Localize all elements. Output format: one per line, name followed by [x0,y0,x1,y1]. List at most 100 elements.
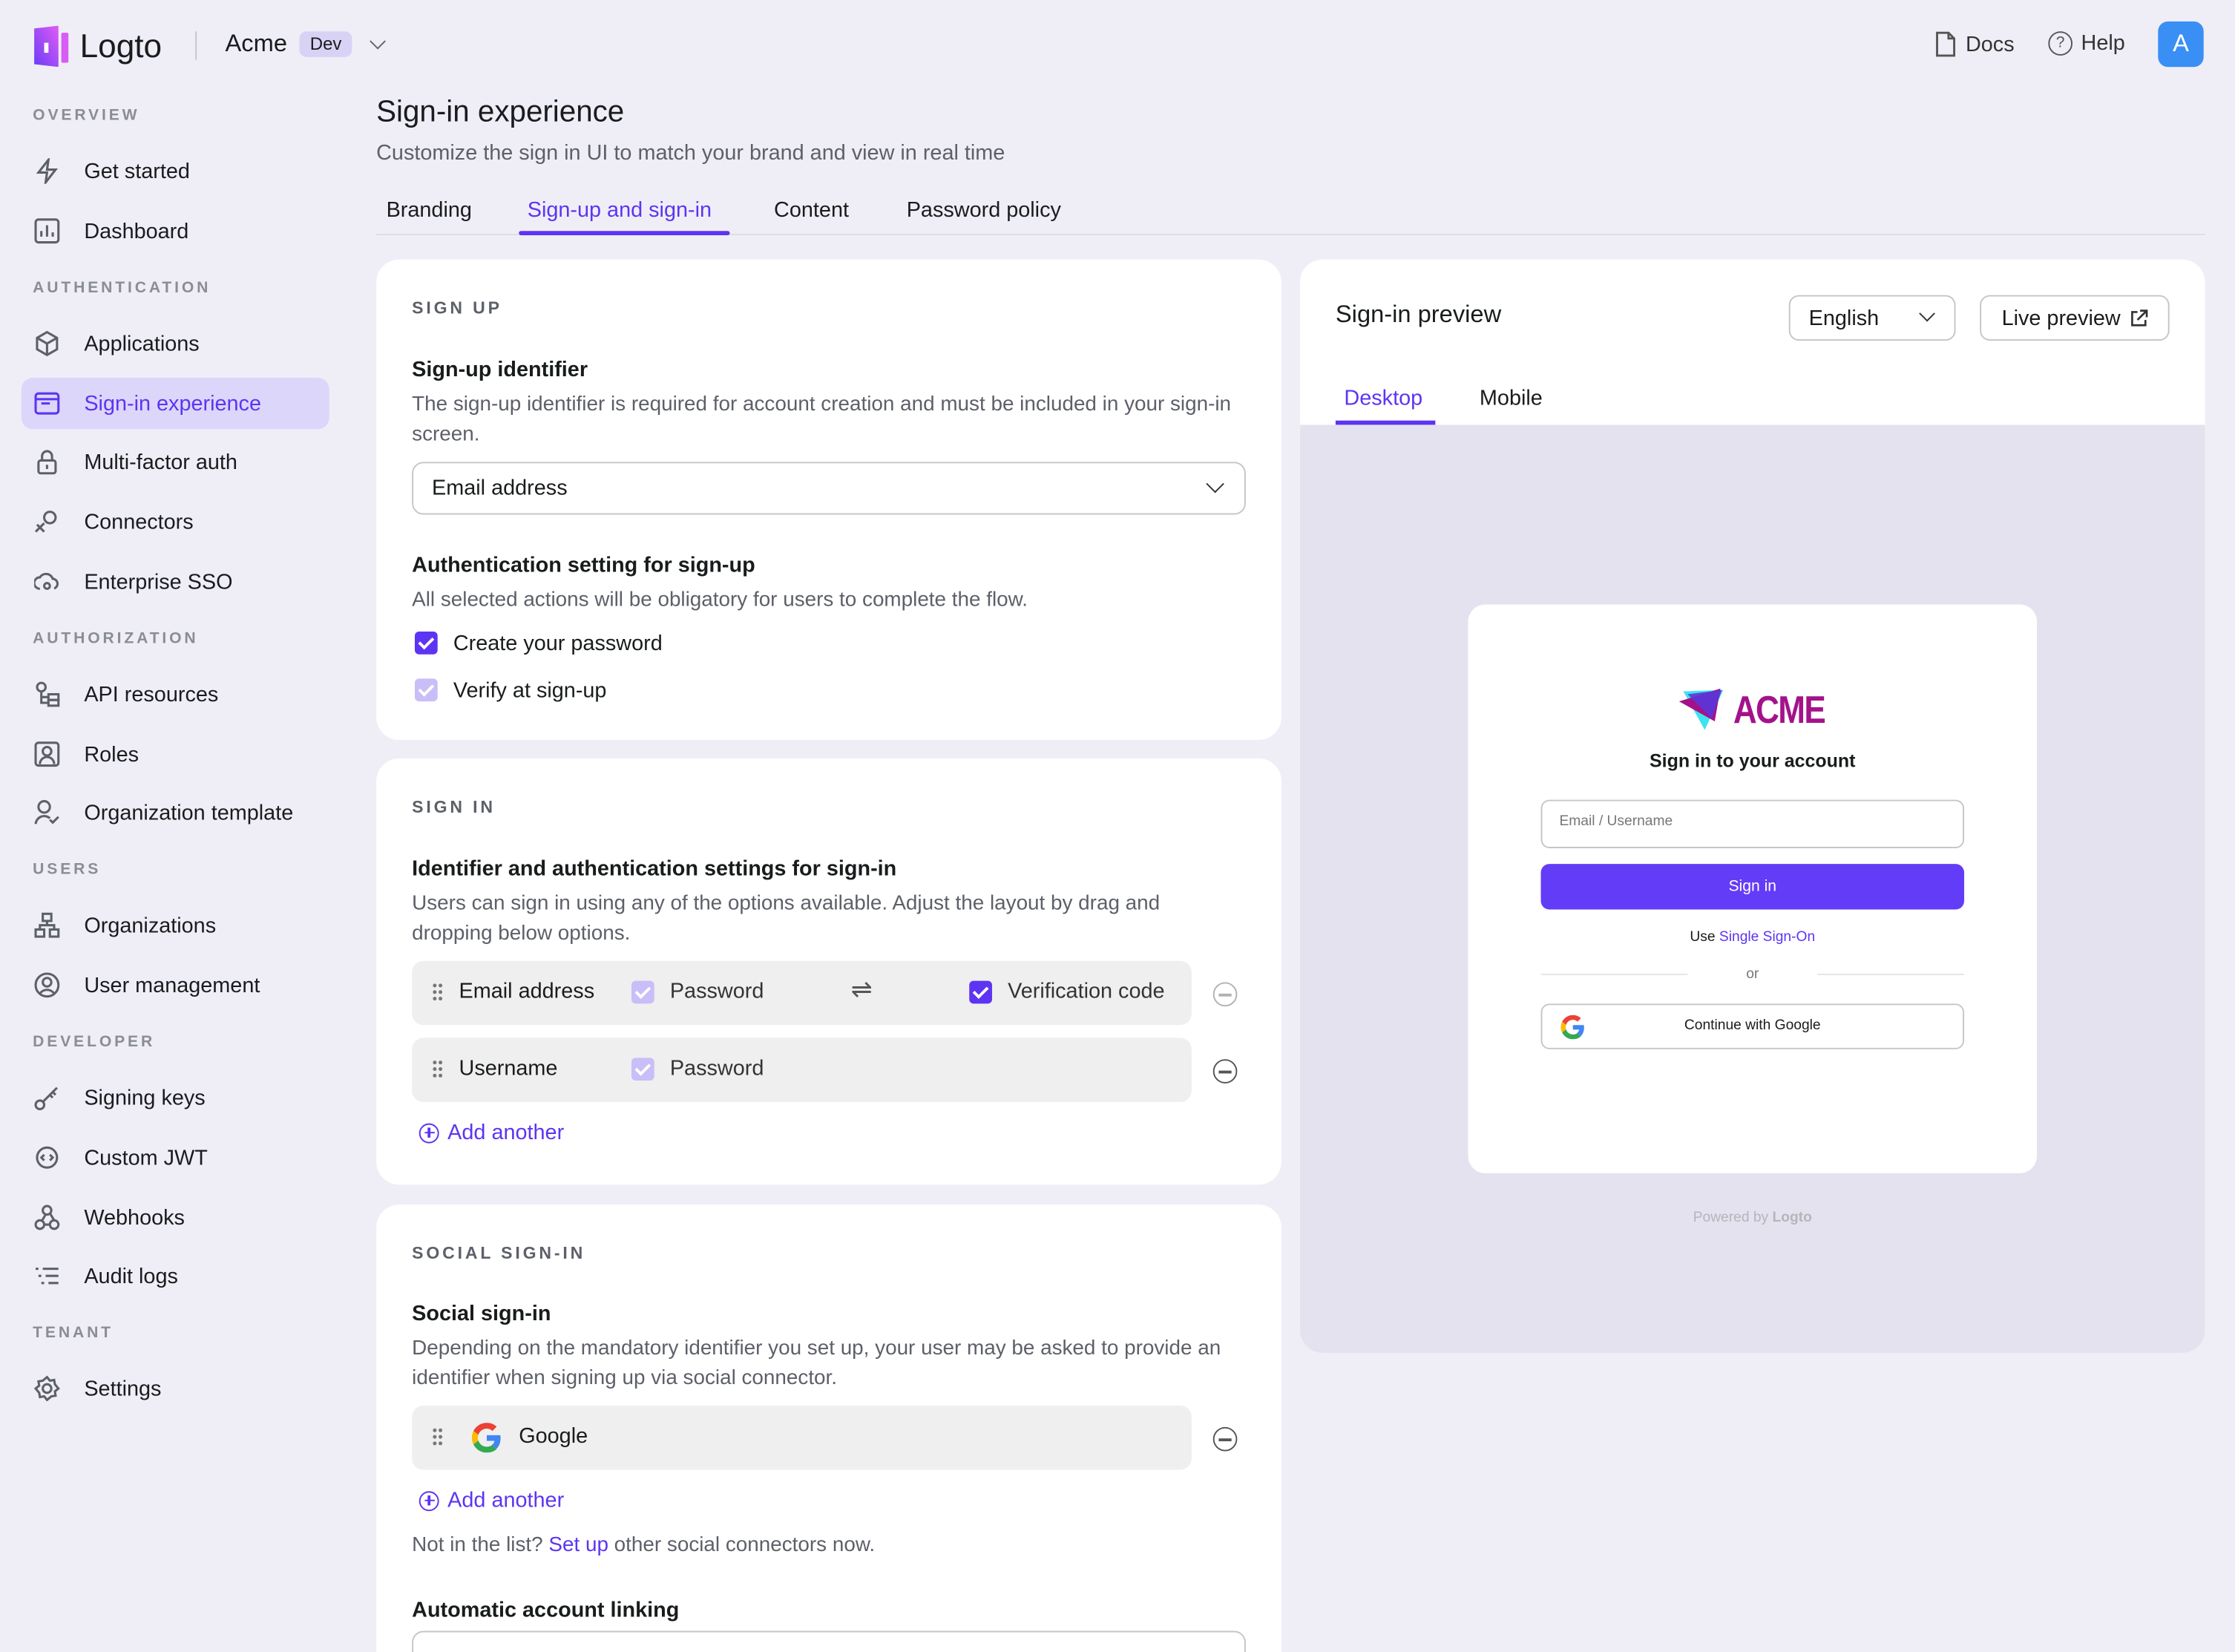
checkbox-verify-at-sign-up[interactable]: Verify at sign-up [414,677,607,703]
gear-code-icon [36,1146,59,1169]
tenant-name: Acme [225,30,288,57]
powered-by: Powered by Logto [1300,1210,2205,1226]
help-link[interactable]: ? Help [2048,31,2125,56]
sidebar-item-user-management[interactable]: User management [22,960,329,1011]
powered-text: Powered by [1693,1210,1769,1226]
select-value: Email address [432,476,568,501]
remove-icon[interactable] [1212,982,1238,1007]
field-title: Authentication setting for sign-up [412,553,755,577]
sign-up-identifier-select[interactable]: Email address [412,462,1246,515]
sidebar-item-get-started[interactable]: Get started [22,145,329,197]
tab-sign-up-and-sign-in[interactable]: Sign-up and sign-in [527,198,712,223]
email-username-input[interactable]: Email / Username [1540,799,1965,848]
gear-icon [34,1375,60,1402]
section-overview: OVERVIEW [33,107,140,125]
account-linking-select[interactable] [412,1630,1246,1652]
sign-in-method-row[interactable]: Username Password [412,1038,1192,1102]
set-up-link[interactable]: Set up [548,1533,608,1557]
help-icon: ? [2048,31,2073,56]
api-icon [36,681,60,707]
add-another-button[interactable]: Add another [419,1120,565,1145]
or-label: or [1746,966,1759,983]
acme-logo: ACME [1678,687,1841,732]
label: Multi-factor auth [84,450,237,474]
label: Add another [447,1120,565,1145]
label: Dashboard [84,218,189,243]
drag-handle-icon[interactable] [432,982,444,1003]
verification-code-checkbox[interactable] [969,980,992,1004]
sidebar-item-mfa[interactable]: Multi-factor auth [22,436,329,488]
sidebar-item-audit-logs[interactable]: Audit logs [22,1251,329,1302]
tab-mobile[interactable]: Mobile [1479,386,1543,411]
drag-handle-icon[interactable] [432,1426,444,1447]
form-heading: Sign in to your account [1650,750,1856,772]
window-icon [34,392,60,415]
avatar[interactable]: A [2158,21,2204,68]
label: Organization template [84,800,294,825]
sign-in-method-row[interactable]: Email address Password ⇌ Verification co… [412,960,1192,1026]
logto-logo-icon [34,25,69,68]
lock-icon [37,450,57,475]
swap-icon[interactable]: ⇌ [850,974,873,1004]
divider [1817,973,1965,975]
label: Verify at sign-up [453,678,607,703]
sidebar-item-connectors[interactable]: Connectors [22,496,329,547]
continue-with-google-button[interactable]: Continue with Google [1540,1003,1965,1049]
section-tenant: TENANT [33,1324,114,1342]
password-checkbox[interactable] [631,980,654,1004]
sidebar-item-organizations[interactable]: Organizations [22,899,329,951]
tab-branding[interactable]: Branding [386,198,472,223]
connector-name: Google [519,1423,588,1449]
external-link-icon [2130,309,2147,326]
tenant-badge: Dev [300,31,352,57]
sidebar-item-enterprise-sso[interactable]: Enterprise SSO [22,556,329,607]
checkbox-checked[interactable] [414,632,438,655]
google-icon [1560,1015,1584,1040]
sidebar-item-settings[interactable]: Settings [22,1363,329,1414]
section-caption: SIGN UP [412,298,502,318]
language-select[interactable]: English [1788,295,1956,341]
social-connector-row[interactable]: Google [412,1406,1192,1470]
sidebar-item-custom-jwt[interactable]: Custom JWT [22,1132,329,1183]
tab-password-policy[interactable]: Password policy [906,198,1061,223]
sidebar-item-roles[interactable]: Roles [22,729,329,780]
active-tab-indicator [519,231,730,235]
tab-content[interactable]: Content [774,198,849,223]
checkbox-checked-disabled[interactable] [414,678,438,702]
checkbox-create-password[interactable]: Create your password [414,630,663,655]
field-description: The sign-up identifier is required for a… [412,393,1232,447]
sign-in-button[interactable]: Sign in [1540,864,1965,910]
sign-up-card: SIGN UP Sign-up identifier The sign-up i… [376,259,1281,740]
sidebar-item-api-resources[interactable]: API resources [22,669,329,720]
user-circle-icon [34,972,60,998]
sidebar-item-organization-template[interactable]: Organization template [22,787,329,838]
remove-icon[interactable] [1212,1059,1238,1084]
sidebar-item-signing-keys[interactable]: Signing keys [22,1072,329,1124]
logo[interactable]: Logto [33,24,162,68]
add-another-button[interactable]: Add another [419,1488,564,1512]
label: Sign-in experience [84,391,262,416]
remove-icon[interactable] [1212,1426,1238,1452]
field-description: All selected actions will be obligatory … [412,589,1028,612]
sign-in-card: SIGN IN Identifier and authentication se… [376,758,1281,1185]
tab-desktop[interactable]: Desktop [1344,386,1423,411]
preview-canvas: ACME Sign in to your account Email / Use… [1299,425,2205,1353]
cube-icon [36,330,59,357]
sso-line: Use Single Sign-On [1468,929,2037,945]
section-developer: DEVELOPER [33,1033,156,1051]
plus-circle-icon [419,1490,439,1511]
field-description: Depending on the mandatory identifier yo… [412,1337,1221,1390]
divider [1540,973,1688,975]
password-checkbox[interactable] [631,1058,654,1081]
key-icon [34,1086,58,1111]
label: API resources [84,682,219,707]
live-preview-button[interactable]: Live preview [1980,295,2170,341]
sidebar-item-dashboard[interactable]: Dashboard [22,206,329,257]
drag-handle-icon[interactable] [432,1059,444,1080]
tenant-selector[interactable]: Acme Dev [225,30,386,58]
sidebar-item-applications[interactable]: Applications [22,318,329,369]
sidebar-item-webhooks[interactable]: Webhooks [22,1192,329,1243]
docs-link[interactable]: Docs [1934,31,2015,57]
single-sign-on-link[interactable]: Single Sign-On [1719,929,1816,945]
sidebar-item-sign-in-experience[interactable]: Sign-in experience [21,378,329,430]
